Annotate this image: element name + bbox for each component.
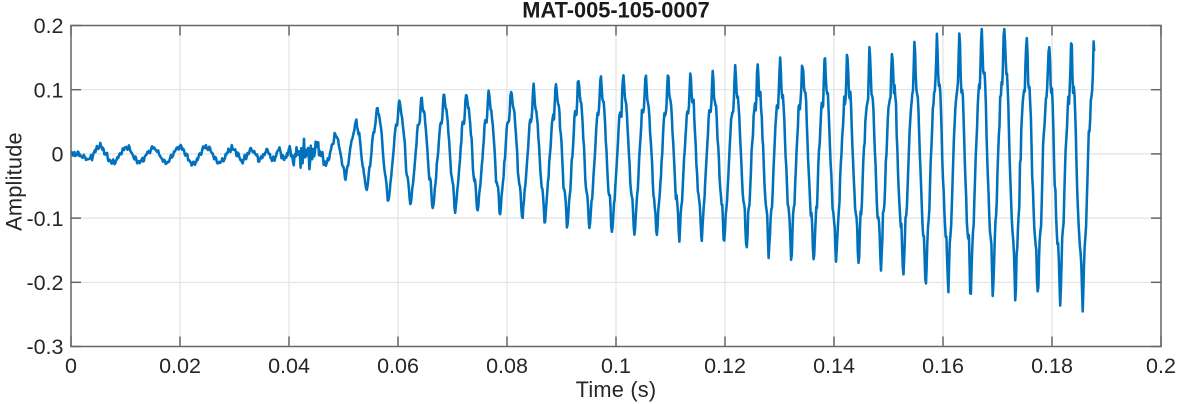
svg-text:0.04: 0.04 — [268, 354, 310, 378]
svg-text:MAT-005-105-0007: MAT-005-105-0007 — [522, 0, 709, 22]
svg-text:0.12: 0.12 — [704, 354, 746, 378]
svg-text:0.08: 0.08 — [486, 354, 528, 378]
svg-text:-0.1: -0.1 — [26, 207, 63, 231]
svg-text:0.02: 0.02 — [159, 354, 201, 378]
svg-text:0.18: 0.18 — [1031, 354, 1073, 378]
svg-text:0.1: 0.1 — [601, 354, 631, 378]
svg-text:Amplitude: Amplitude — [2, 132, 27, 231]
svg-text:0: 0 — [65, 354, 77, 378]
svg-text:0.1: 0.1 — [34, 78, 64, 102]
svg-text:0.2: 0.2 — [1146, 354, 1176, 378]
svg-text:Time (s): Time (s) — [576, 377, 657, 402]
svg-text:0.06: 0.06 — [377, 354, 419, 378]
svg-text:-0.2: -0.2 — [26, 271, 63, 295]
svg-text:-0.3: -0.3 — [26, 335, 63, 359]
svg-text:0.2: 0.2 — [34, 14, 64, 38]
svg-text:0.14: 0.14 — [813, 354, 855, 378]
svg-text:0.16: 0.16 — [922, 354, 964, 378]
svg-text:0: 0 — [52, 143, 64, 167]
